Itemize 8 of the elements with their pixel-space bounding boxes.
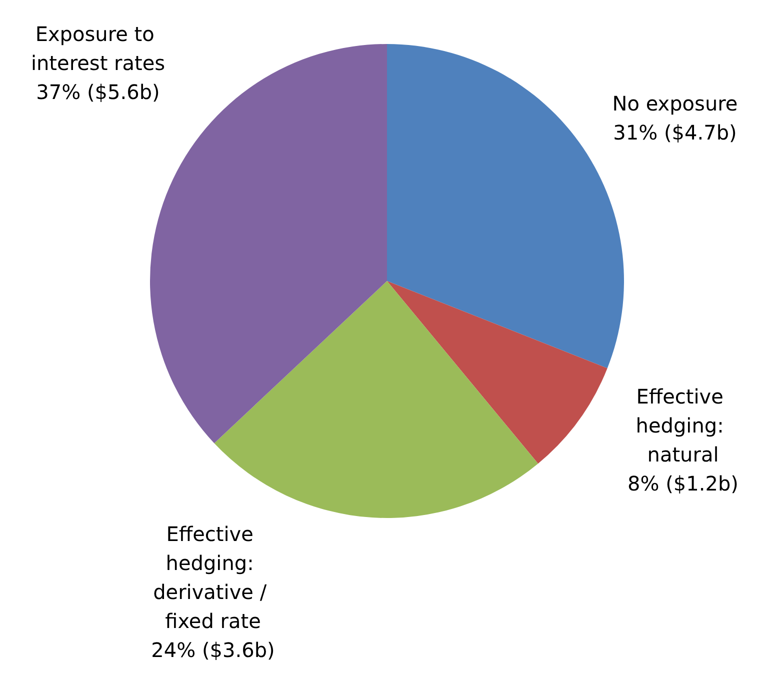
slice-label: No exposure [612, 92, 738, 116]
slice-label: Exposure to interest rates [30, 22, 166, 75]
slice-label: Effective hedging: natural [636, 384, 730, 466]
data-label: 37% ($5.6b) [36, 80, 160, 104]
data-label: 31% ($4.7b) [613, 120, 737, 144]
slice-label: Effective hedging: derivative / fixed rate [153, 522, 273, 633]
data-label: 24% ($3.6b) [151, 638, 275, 662]
data-label: 8% ($1.2b) [628, 472, 738, 496]
